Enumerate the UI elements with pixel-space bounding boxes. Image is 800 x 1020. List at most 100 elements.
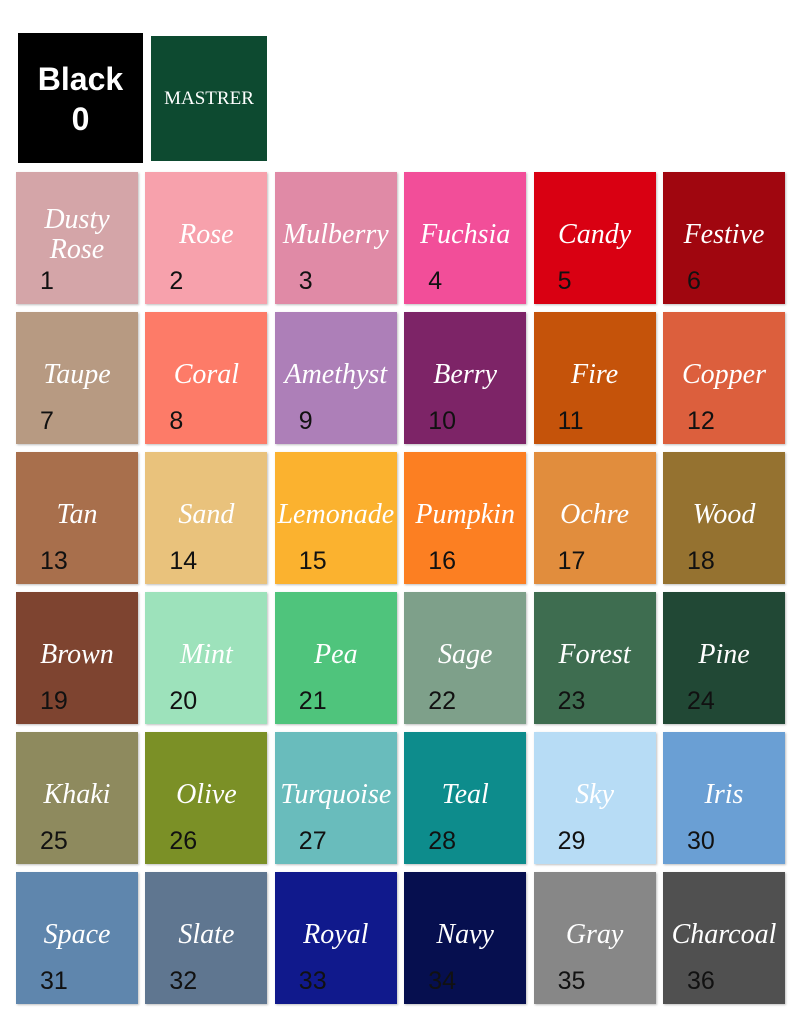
swatch-name: Brown [40, 639, 114, 670]
color-swatch: Forest 23 [533, 592, 656, 724]
swatch-number: 26 [169, 827, 198, 855]
swatch-number: 6 [687, 267, 701, 295]
master-swatch: MASTRER [151, 36, 267, 161]
swatch-number: 29 [557, 827, 586, 855]
swatch-number: 20 [169, 687, 198, 715]
color-swatch: Brown 19 [16, 592, 138, 724]
color-swatch: Khaki 25 [16, 732, 138, 864]
swatch-name: Tan [56, 499, 98, 530]
swatch-name: Pea [314, 639, 358, 670]
swatch-name: Coral [173, 359, 240, 390]
swatch-number: 24 [687, 687, 715, 715]
color-swatch: Pine 24 [663, 592, 785, 724]
color-swatch: Iris 30 [663, 732, 785, 864]
color-swatch: Festive 6 [663, 172, 785, 304]
swatch-name: Mulberry [282, 219, 389, 250]
swatch-number: 22 [428, 687, 456, 715]
black-swatch: Black 0 [18, 33, 143, 163]
swatch-name: Berry [433, 359, 498, 390]
swatch-number: 4 [428, 267, 443, 295]
swatch-number: 25 [40, 827, 68, 855]
color-swatch: Space 31 [16, 872, 138, 1004]
swatch-name: Black [37, 61, 124, 97]
swatch-number: 19 [40, 687, 68, 715]
swatch-number: 21 [298, 687, 327, 715]
swatch-name: Dusty Rose [44, 204, 110, 265]
color-swatch: Berry 10 [404, 312, 527, 444]
swatch-number: 35 [557, 967, 586, 995]
swatch-name: Mint [179, 639, 233, 670]
master-label: MASTRER [164, 87, 254, 109]
color-swatch: Lemonade 15 [274, 452, 397, 584]
swatch-name: Fuchsia [420, 219, 511, 250]
swatch-number: 18 [687, 547, 715, 575]
swatch-number: 12 [687, 407, 715, 435]
color-swatch: Mint 20 [145, 592, 268, 724]
swatch-number: 36 [687, 967, 715, 995]
swatch-name: Candy [558, 219, 632, 250]
color-swatch: Pumpkin 16 [404, 452, 527, 584]
swatch-number: 16 [428, 547, 456, 575]
color-swatch: Rose 2 [145, 172, 268, 304]
swatch-number: 11 [557, 407, 584, 435]
swatch-name: Space [43, 919, 111, 950]
swatch-name: Festive [683, 219, 765, 250]
swatch-name: Sage [437, 639, 493, 670]
color-swatch: Candy 5 [533, 172, 656, 304]
swatch-name: Sky [575, 779, 615, 810]
color-swatch: Sand 14 [145, 452, 268, 584]
swatch-name: Pumpkin [415, 499, 515, 530]
color-swatch: Sage 22 [404, 592, 527, 724]
swatch-number: 5 [557, 267, 572, 295]
color-swatch: Charcoal 36 [663, 872, 785, 1004]
color-swatch: Mulberry 3 [274, 172, 397, 304]
swatch-name: Khaki [43, 779, 111, 810]
color-swatch: Royal 33 [274, 872, 397, 1004]
color-swatch: Taupe 7 [16, 312, 138, 444]
swatch-name: Iris [704, 779, 744, 810]
swatch-name: Lemonade [277, 499, 395, 530]
swatch-name: Taupe [43, 359, 111, 390]
color-swatch: Olive 26 [145, 732, 268, 864]
color-swatch: Navy 34 [404, 872, 527, 1004]
swatch-number: 33 [298, 967, 327, 995]
swatch-name: Ochre [560, 499, 630, 530]
swatch-name: Navy [436, 919, 494, 950]
swatch-name: Forest [558, 639, 631, 670]
swatch-number: 30 [687, 827, 715, 855]
color-swatch: Fire 11 [533, 312, 656, 444]
color-swatch: Amethyst 9 [274, 312, 397, 444]
swatch-number: 14 [169, 547, 198, 575]
swatch-number: 34 [428, 967, 456, 995]
swatch-name: Turquoise [280, 779, 392, 810]
swatch-name: Rose [179, 219, 234, 250]
color-swatch: Coral 8 [145, 312, 268, 444]
swatch-name: Slate [178, 919, 235, 950]
color-swatch: Copper 12 [663, 312, 785, 444]
swatch-name: Olive [176, 779, 237, 810]
swatch-number: 27 [298, 827, 327, 855]
color-swatch: Pea 21 [274, 592, 397, 724]
swatch-name: Charcoal [671, 919, 777, 950]
swatch-number: 0 [71, 101, 90, 137]
swatch-number: 7 [40, 407, 54, 435]
swatch-number: 31 [40, 967, 68, 995]
swatch-name: Pine [698, 639, 750, 670]
swatch-number: 32 [169, 967, 198, 995]
swatch-name: Copper [682, 359, 766, 390]
swatch-name: Sand [178, 499, 235, 530]
color-swatch: Wood 18 [663, 452, 785, 584]
color-swatch: Tan 13 [16, 452, 138, 584]
swatch-name: Teal [441, 779, 489, 810]
color-swatch: Dusty Rose 1 [16, 172, 138, 304]
color-swatch: Ochre 17 [533, 452, 656, 584]
swatch-number: 3 [298, 267, 313, 295]
swatch-name: Amethyst [284, 359, 388, 390]
swatch-number: 1 [40, 267, 54, 295]
color-swatch: Slate 32 [145, 872, 268, 1004]
swatch-number: 8 [169, 407, 184, 435]
color-swatch: Fuchsia 4 [404, 172, 527, 304]
swatch-number: 9 [298, 407, 313, 435]
swatch-number: 13 [40, 547, 68, 575]
